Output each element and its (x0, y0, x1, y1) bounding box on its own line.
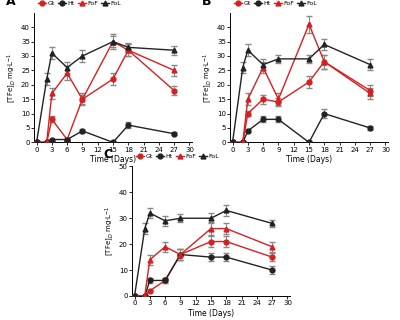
Y-axis label: [TFe]$_D$ mg·L$^{-1}$: [TFe]$_D$ mg·L$^{-1}$ (201, 52, 214, 103)
Y-axis label: [TFe]$_D$ mg·L$^{-1}$: [TFe]$_D$ mg·L$^{-1}$ (103, 206, 116, 256)
X-axis label: Time (Days): Time (Days) (286, 155, 332, 164)
Text: C: C (104, 148, 113, 161)
Legend: Gt, Ht, FoF, FoL: Gt, Ht, FoF, FoL (135, 153, 221, 161)
Legend: Gt, Ht, FoF, FoL: Gt, Ht, FoF, FoL (233, 0, 319, 7)
X-axis label: Time (Days): Time (Days) (188, 309, 234, 318)
Text: B: B (202, 0, 211, 8)
Y-axis label: [TFe]$_D$ mg·L$^{-1}$: [TFe]$_D$ mg·L$^{-1}$ (5, 52, 18, 103)
X-axis label: Time (Days): Time (Days) (90, 155, 136, 164)
Text: A: A (6, 0, 15, 8)
Legend: Gt, Ht, FoF, FoL: Gt, Ht, FoF, FoL (37, 0, 123, 7)
